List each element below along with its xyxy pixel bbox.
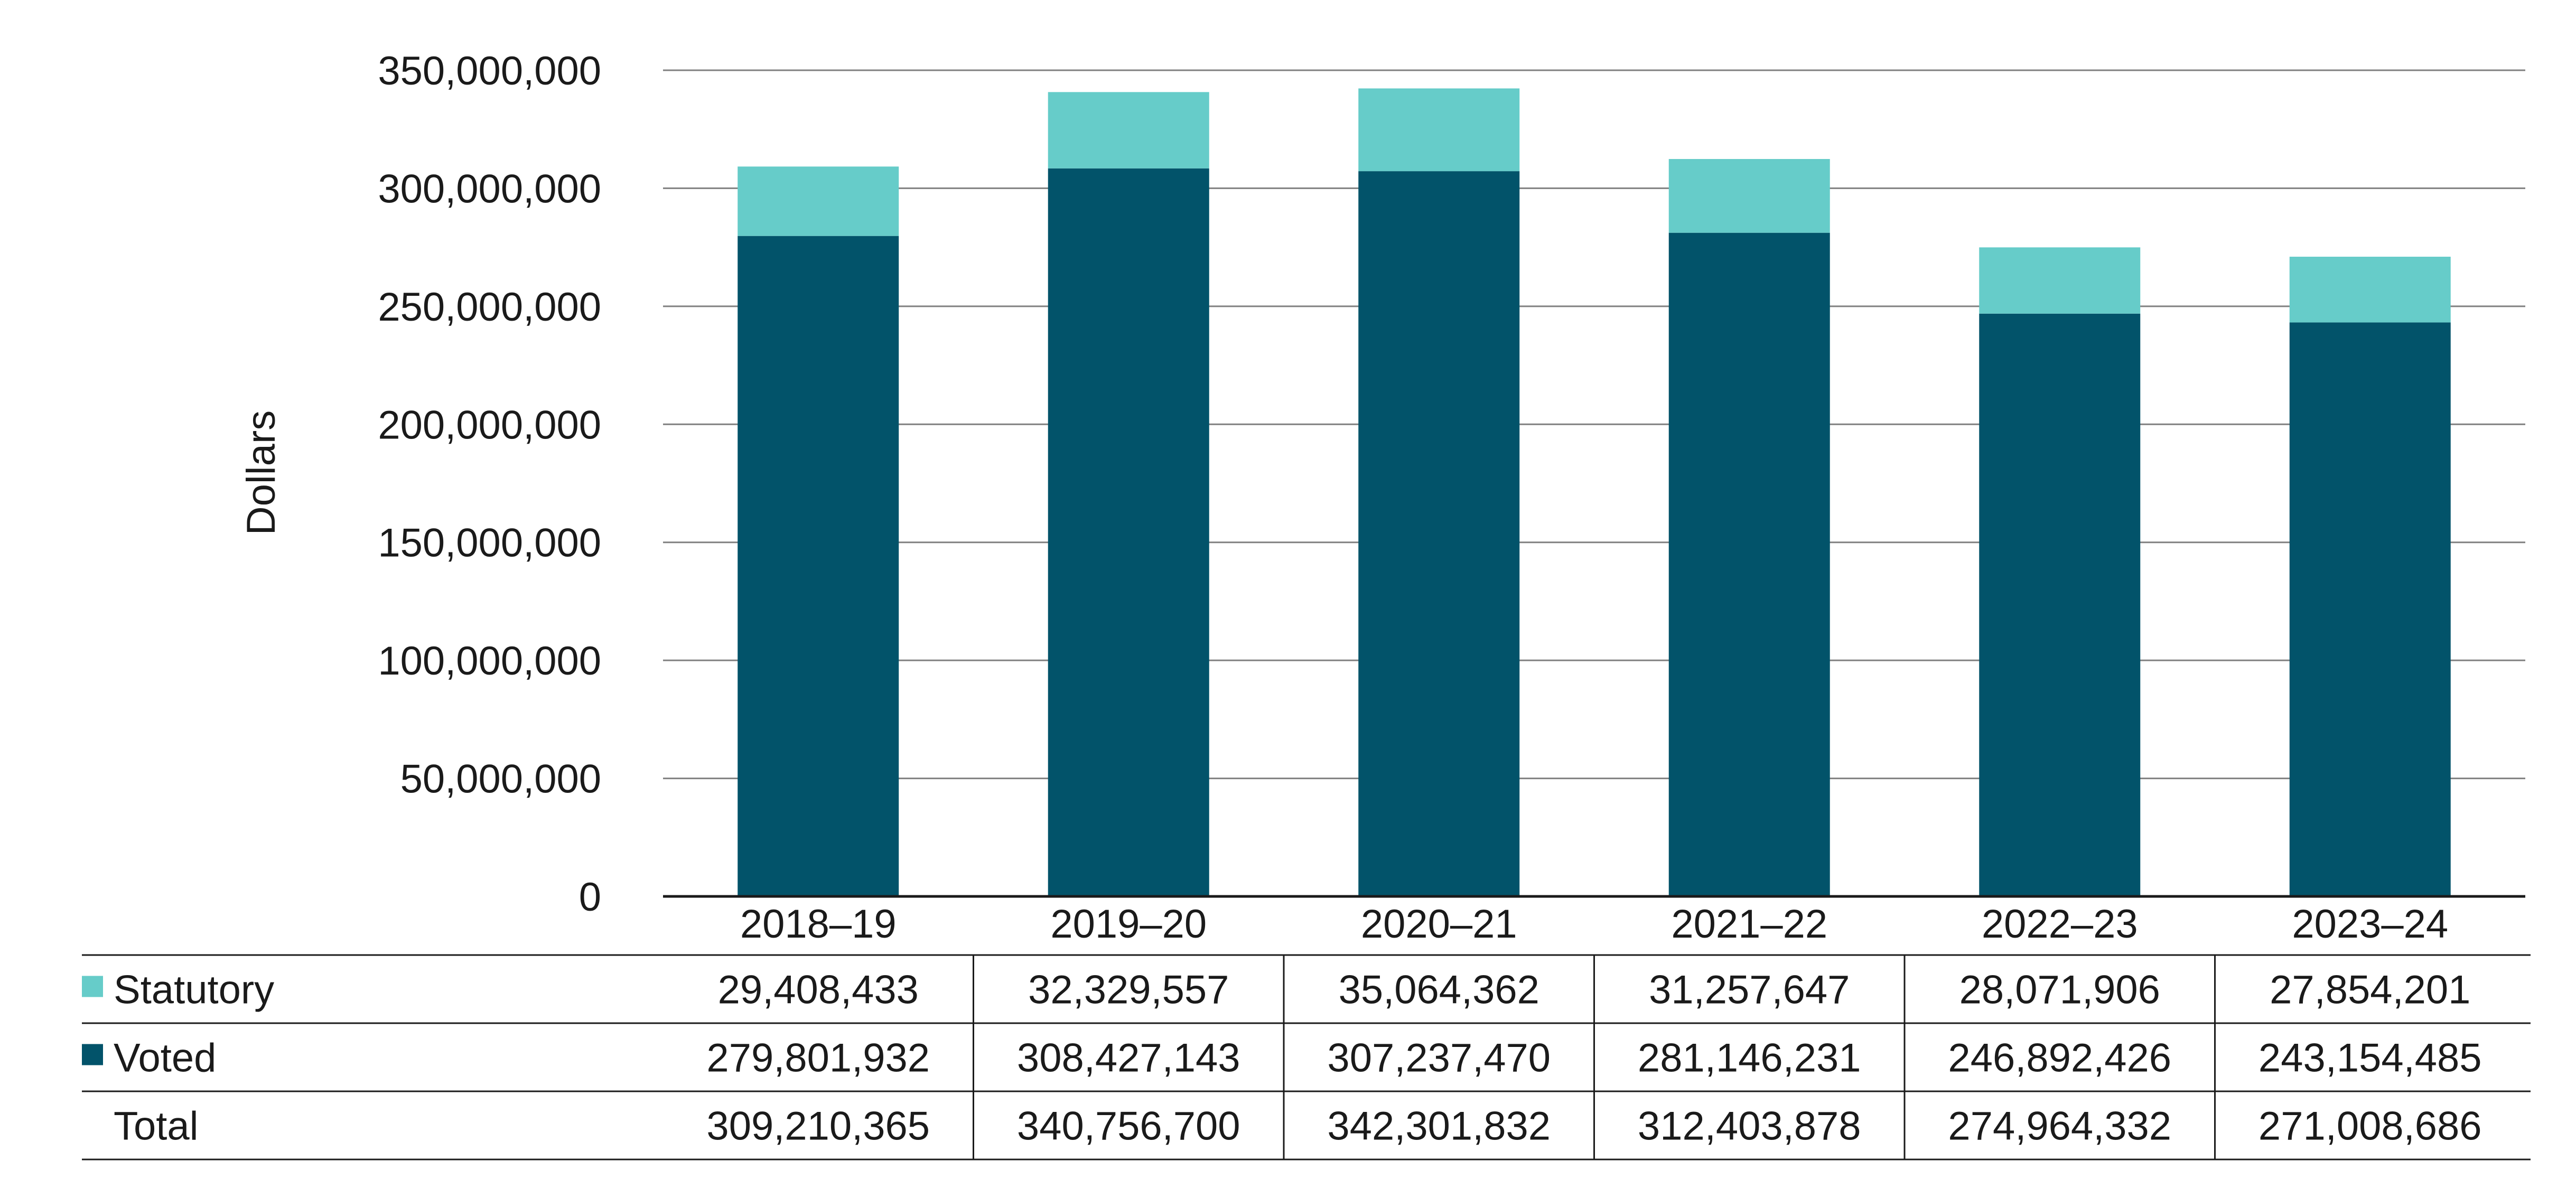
table-cell: 246,892,426 bbox=[1948, 1036, 2171, 1081]
table-cell: 31,257,647 bbox=[1649, 968, 1850, 1013]
y-tick-labels: 0 50,000,000 100,000,000 150,000,000 200,000… bbox=[378, 49, 601, 920]
x-tick-label: 2023–24 bbox=[2292, 902, 2448, 947]
bar-voted-3 bbox=[1668, 232, 1830, 896]
y-tick-label: 200,000,000 bbox=[378, 403, 601, 447]
legend-swatch-statutory bbox=[82, 976, 103, 997]
x-tick-label: 2019–20 bbox=[1050, 902, 1207, 947]
bar-voted-2 bbox=[1358, 171, 1520, 897]
table-cell: 309,210,365 bbox=[706, 1104, 930, 1149]
y-tick-label: 50,000,000 bbox=[400, 757, 601, 802]
y-tick-label: 350,000,000 bbox=[378, 49, 601, 93]
table-cell: 27,854,201 bbox=[2270, 968, 2470, 1013]
bar-statutory-5 bbox=[2289, 256, 2451, 323]
table-cell: 312,403,878 bbox=[1638, 1104, 1861, 1149]
data-table: Statutory 29,408,433 32,329,557 35,064,362 3… bbox=[82, 954, 2531, 1161]
table-cell: 243,154,485 bbox=[2258, 1036, 2482, 1081]
y-tick-label: 0 bbox=[579, 875, 601, 920]
table-cell: 279,801,932 bbox=[706, 1036, 930, 1081]
bar-statutory-0 bbox=[738, 166, 899, 236]
table-cell: 308,427,143 bbox=[1017, 1036, 1240, 1081]
bars bbox=[738, 88, 2451, 897]
y-tick-label: 250,000,000 bbox=[378, 285, 601, 330]
table-row-label: Voted bbox=[114, 1036, 216, 1081]
y-axis-label: Dollars bbox=[239, 410, 284, 536]
bar-statutory-2 bbox=[1358, 88, 1520, 172]
bar-statutory-1 bbox=[1048, 92, 1209, 169]
y-tick-label: 300,000,000 bbox=[378, 166, 601, 211]
x-tick-label: 2021–22 bbox=[1671, 902, 1827, 947]
x-tick-labels: 2018–19 2019–20 2020–21 2021–22 2022–23 2023–… bbox=[740, 902, 2448, 947]
bar-voted-0 bbox=[738, 236, 899, 897]
table-cell: 29,408,433 bbox=[718, 968, 919, 1013]
table-cell: 28,071,906 bbox=[1959, 968, 2160, 1013]
table-cell: 35,064,362 bbox=[1339, 968, 1539, 1013]
x-tick-label: 2020–21 bbox=[1361, 902, 1517, 947]
x-tick-label: 2018–19 bbox=[740, 902, 897, 947]
table-cell: 281,146,231 bbox=[1638, 1036, 1861, 1081]
bar-voted-4 bbox=[1979, 313, 2141, 896]
y-tick-label: 150,000,000 bbox=[378, 521, 601, 566]
table-cell: 342,301,832 bbox=[1327, 1104, 1551, 1149]
gridlines bbox=[663, 69, 2525, 780]
table-cell: 307,237,470 bbox=[1327, 1036, 1551, 1081]
table-row-label: Total bbox=[114, 1104, 199, 1149]
table-row-label: Statutory bbox=[114, 968, 274, 1013]
bar-statutory-3 bbox=[1668, 159, 1830, 233]
y-tick-label: 100,000,000 bbox=[378, 639, 601, 684]
table-cell: 274,964,332 bbox=[1948, 1104, 2171, 1149]
bar-statutory-4 bbox=[1979, 247, 2141, 314]
legend-swatch-voted bbox=[82, 1044, 103, 1065]
table-cell: 271,008,686 bbox=[2258, 1104, 2482, 1149]
bar-voted-1 bbox=[1048, 168, 1209, 897]
bar-voted-5 bbox=[2289, 322, 2451, 897]
table-cell: 32,329,557 bbox=[1028, 968, 1229, 1013]
x-tick-label: 2022–23 bbox=[1982, 902, 2138, 947]
table-cell: 340,756,700 bbox=[1017, 1104, 1240, 1149]
